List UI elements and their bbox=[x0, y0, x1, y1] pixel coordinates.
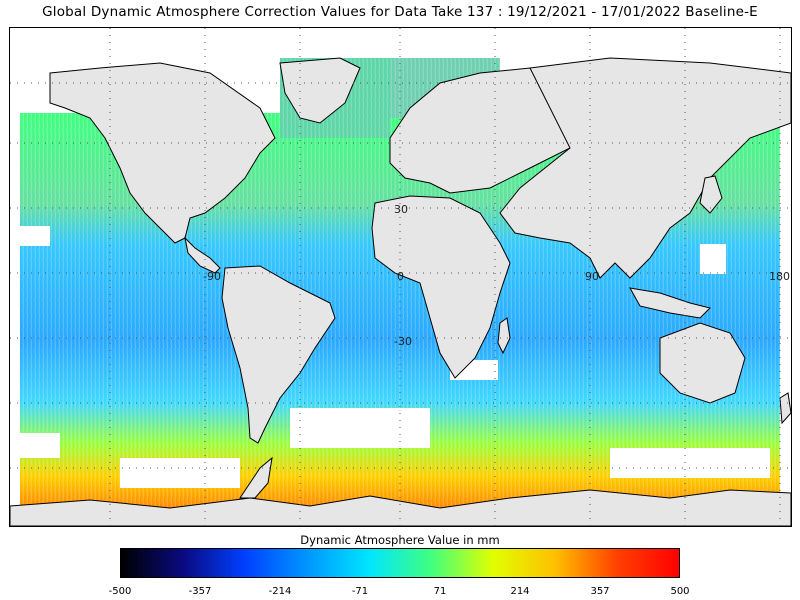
longitude-label-neg90: -90 bbox=[203, 270, 221, 283]
data-gap bbox=[700, 244, 726, 274]
europe bbox=[389, 67, 571, 194]
data-gap bbox=[20, 226, 50, 246]
map-frame: -90 0 90 180 30 -30 bbox=[9, 27, 792, 527]
madagascar bbox=[497, 317, 511, 355]
data-gap bbox=[120, 458, 240, 488]
longitude-label-180: 180 bbox=[769, 270, 790, 283]
central-america bbox=[184, 236, 221, 274]
map-title: Global Dynamic Atmosphere Correction Val… bbox=[42, 4, 758, 20]
north-america bbox=[49, 62, 276, 244]
colorbar bbox=[120, 548, 680, 578]
antarctica bbox=[10, 489, 791, 526]
colorbar-tick-label: -357 bbox=[188, 586, 212, 597]
latitude-label-neg30: -30 bbox=[394, 335, 412, 348]
longitude-label-90: 90 bbox=[585, 270, 599, 283]
asia bbox=[499, 57, 791, 279]
land bbox=[10, 57, 791, 526]
legend-title: Dynamic Atmosphere Value in mm bbox=[300, 533, 500, 547]
colorbar-tick-label: 357 bbox=[590, 586, 610, 597]
data-gap bbox=[610, 448, 770, 478]
greenland bbox=[279, 57, 361, 124]
colorbar-tick-label: 500 bbox=[670, 586, 690, 597]
colorbar-tick-label: -500 bbox=[108, 586, 132, 597]
data-gap bbox=[20, 433, 60, 458]
colorbar-tick-label: -214 bbox=[268, 586, 292, 597]
colorbar-tick-label: 214 bbox=[510, 586, 530, 597]
data-gap bbox=[290, 408, 430, 448]
new-zealand bbox=[779, 392, 791, 425]
antarctic-peninsula bbox=[239, 456, 273, 499]
indonesia bbox=[629, 287, 711, 319]
colorbar-tick-label: -71 bbox=[351, 586, 369, 597]
japan bbox=[699, 175, 723, 214]
south-america bbox=[221, 265, 336, 444]
longitude-label-0: 0 bbox=[397, 270, 404, 283]
australia bbox=[659, 322, 746, 404]
latitude-label-30: 30 bbox=[394, 203, 408, 216]
colorbar-tick-label: 71 bbox=[433, 586, 447, 597]
world-map bbox=[10, 28, 791, 526]
africa bbox=[371, 195, 511, 379]
